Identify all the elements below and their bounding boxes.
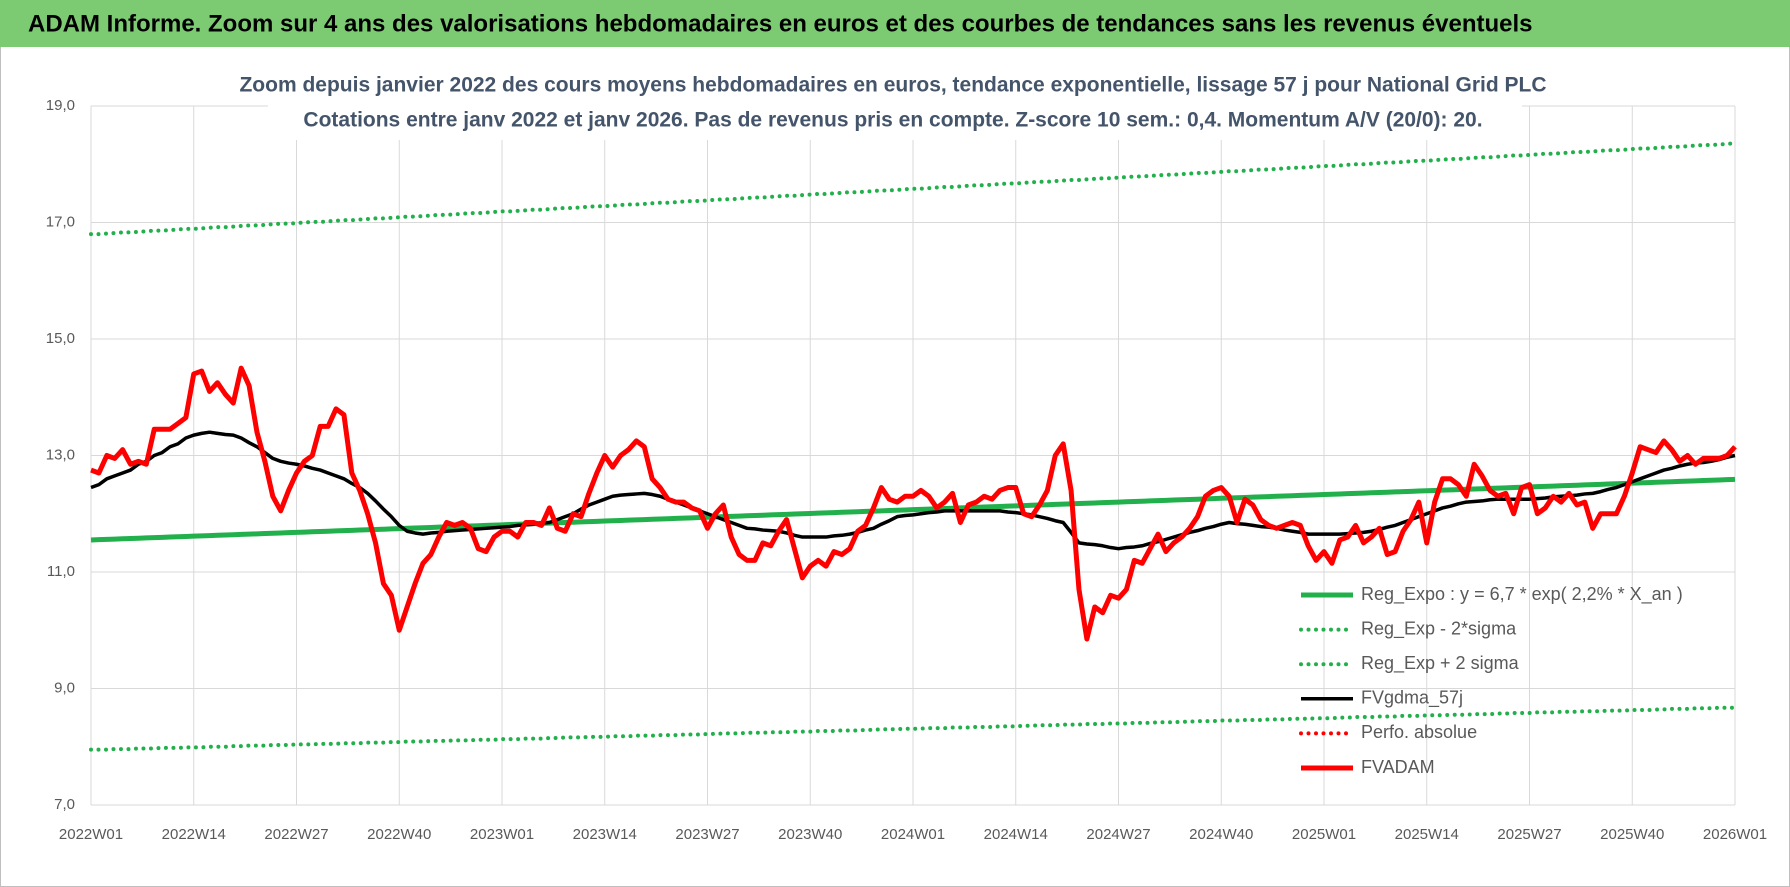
x-tick-label: 2025W14 [1395,826,1459,843]
x-tick-label: 2022W27 [264,826,328,843]
y-tick-label: 7,0 [54,796,75,813]
x-tick-label: 2023W14 [573,826,637,843]
legend-label: Reg_Expo : y = 6,7 * exp( 2,2% * X_an ) [1361,584,1683,605]
y-tick-label: 13,0 [46,446,75,463]
x-tick-label: 2022W01 [59,826,123,843]
y-tick-label: 15,0 [46,330,75,347]
series-line [90,430,1736,551]
y-tick-label: 17,0 [46,213,75,230]
x-tick-label: 2024W40 [1189,826,1253,843]
legend-label: Perfo. absolue [1361,722,1477,742]
x-tick-label: 2026W01 [1703,826,1767,843]
x-tick-label: 2024W14 [984,826,1048,843]
series-line [89,705,1737,752]
y-tick-label: 19,0 [46,97,75,114]
x-tick-label: 2023W01 [470,826,534,843]
x-tick-label: 2025W27 [1497,826,1561,843]
x-tick-label: 2022W40 [367,826,431,843]
legend-label: FVgdma_57j [1361,688,1463,709]
x-tick-label: 2024W01 [881,826,945,843]
x-tick-label: 2023W27 [675,826,739,843]
series-line [89,141,1737,237]
y-tick-label: 9,0 [54,679,75,696]
y-tick-label: 11,0 [47,563,75,580]
legend-label: Reg_Exp + 2 sigma [1361,653,1520,674]
legend: Reg_Expo : y = 6,7 * exp( 2,2% * X_an ) R… [1299,584,1683,777]
plot [89,141,1737,752]
x-tick-label: 2025W40 [1600,826,1664,843]
series-line [90,365,1737,642]
x-tick-label: 2025W01 [1292,826,1356,843]
header-title: ADAM Informe. Zoom sur 4 ans des valoris… [28,10,1533,37]
grid: 7,0 9,0 11,0 13,0 15,0 17,0 19,0 2022W01 2022W14… [46,97,1767,843]
x-tick-label: 2024W27 [1086,826,1150,843]
x-tick-label: 2022W14 [162,826,226,843]
header-bar [0,0,1790,47]
title-background [268,66,1522,140]
chart-title: Zoom depuis janvier 2022 des cours moyen… [239,74,1546,97]
x-tick-label: 2023W40 [778,826,842,843]
legend-label: Reg_Exp - 2*sigma [1361,618,1517,639]
legend-label: FVADAM [1361,757,1435,777]
chart-subtitle: Cotations entre janv 2022 et janv 2026. … [303,109,1482,132]
